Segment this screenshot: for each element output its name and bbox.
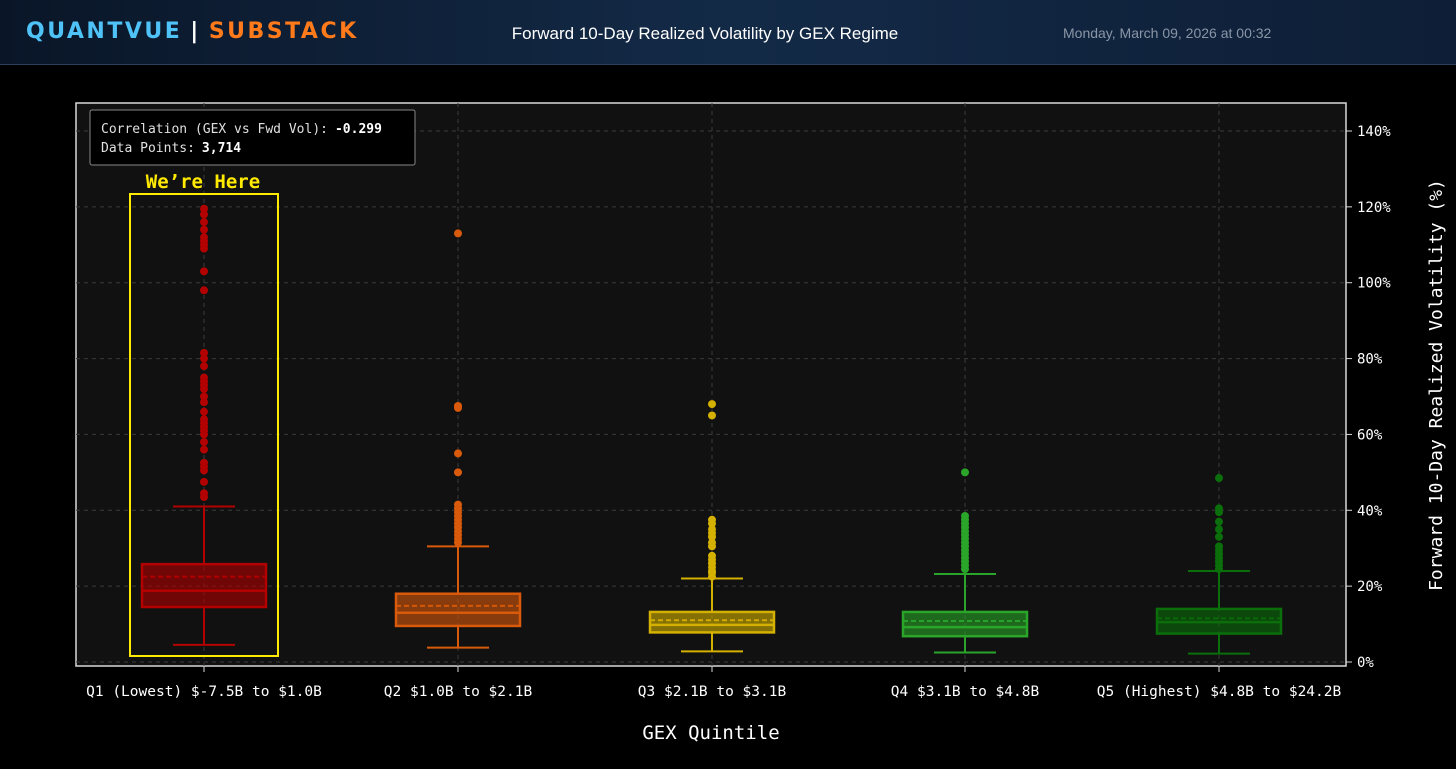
- brand-separator: |: [190, 19, 201, 44]
- outlier-point: [200, 233, 208, 242]
- outlier-point: [200, 489, 208, 498]
- outlier-point: [1215, 542, 1223, 551]
- outlier-point: [708, 525, 716, 534]
- y-tick-label: 100%: [1357, 276, 1391, 292]
- outlier-point: [1215, 517, 1223, 526]
- outlier-point: [200, 267, 208, 276]
- outlier-point: [454, 229, 462, 238]
- iqr-box: [901, 610, 1029, 638]
- y-tick-label: 40%: [1357, 503, 1383, 519]
- box-group-q3: [648, 400, 776, 653]
- outlier-point: [200, 407, 208, 416]
- outlier-point: [961, 511, 969, 520]
- outlier-point: [708, 400, 716, 409]
- page-title: Forward 10-Day Realized Volatility by GE…: [511, 24, 899, 43]
- brand-secondary: SUBSTACK: [208, 19, 359, 44]
- header-bar: QUANTVUE | SUBSTACK Forward 10-Day Realize…: [0, 0, 1456, 65]
- box-group-q1: [140, 204, 268, 646]
- outlier-point: [200, 458, 208, 467]
- y-tick-label: 0%: [1357, 655, 1374, 671]
- outlier-point: [454, 401, 462, 410]
- y-tick-label: 60%: [1357, 427, 1383, 443]
- outlier-point: [200, 362, 208, 371]
- outlier-point: [200, 286, 208, 295]
- datapoints-value: 3,714: [202, 141, 241, 156]
- x-tick-label: Q5 (Highest) $4.8B to $24.2B: [1097, 684, 1342, 700]
- outlier-point: [454, 500, 462, 509]
- outlier-point: [454, 449, 462, 458]
- x-tick-label: Q3 $2.1B to $3.1B: [638, 684, 787, 700]
- y-axis-label: Forward 10-Day Realized Volatility (%): [1426, 179, 1447, 591]
- outlier-point: [200, 204, 208, 213]
- x-tick-label: Q1 (Lowest) $-7.5B to $1.0B: [86, 684, 322, 700]
- outlier-point: [200, 438, 208, 447]
- iqr-box: [394, 592, 522, 628]
- outlier-point: [708, 515, 716, 524]
- y-tick-label: 140%: [1357, 124, 1391, 140]
- stats-box: [89, 109, 416, 166]
- outlier-point: [200, 445, 208, 454]
- highlight-box: [129, 193, 279, 657]
- outlier-point: [200, 373, 208, 382]
- y-tick-label: 20%: [1357, 579, 1383, 595]
- outlier-point: [200, 348, 208, 357]
- outlier-point: [961, 468, 969, 477]
- correlation-text: Correlation (GEX vs Fwd Vol): -0.299: [101, 122, 382, 137]
- outlier-point: [1215, 474, 1223, 483]
- box-group-q5: [1155, 474, 1283, 655]
- datapoints-label: Data Points:: [101, 141, 195, 156]
- brand-primary: QUANTVUE: [26, 19, 183, 44]
- outlier-point: [1215, 532, 1223, 541]
- y-tick-label: 80%: [1357, 352, 1383, 368]
- box-group-q2: [394, 229, 522, 649]
- header-timestamp: Monday, March 09, 2026 at 00:32: [1063, 25, 1272, 41]
- box-group-q4: [901, 468, 1029, 654]
- outlier-point: [200, 225, 208, 234]
- annotation-label: We’re Here: [146, 171, 260, 193]
- outlier-point: [200, 398, 208, 407]
- correlation-value: -0.299: [335, 122, 382, 137]
- outlier-point: [200, 218, 208, 227]
- iqr-box: [140, 562, 268, 609]
- x-tick-label: Q4 $3.1B to $4.8B: [891, 684, 1040, 700]
- outlier-point: [200, 392, 208, 401]
- brand-logo: QUANTVUE | SUBSTACK: [26, 19, 359, 44]
- correlation-label: Correlation (GEX vs Fwd Vol):: [101, 122, 328, 137]
- outlier-point: [1215, 525, 1223, 534]
- x-tick-label: Q2 $1.0B to $2.1B: [384, 684, 533, 700]
- outlier-point: [1215, 504, 1223, 513]
- y-tick-label: 120%: [1357, 200, 1391, 216]
- outlier-point: [200, 415, 208, 424]
- x-axis-label: GEX Quintile: [642, 722, 779, 744]
- outlier-point: [708, 538, 716, 547]
- datapoints-text: Data Points: 3,714: [101, 141, 241, 156]
- outlier-point: [708, 411, 716, 420]
- outlier-point: [454, 468, 462, 477]
- outlier-point: [200, 210, 208, 219]
- outlier-point: [708, 551, 716, 560]
- iqr-box: [648, 610, 776, 634]
- outlier-point: [200, 354, 208, 363]
- outlier-point: [200, 477, 208, 486]
